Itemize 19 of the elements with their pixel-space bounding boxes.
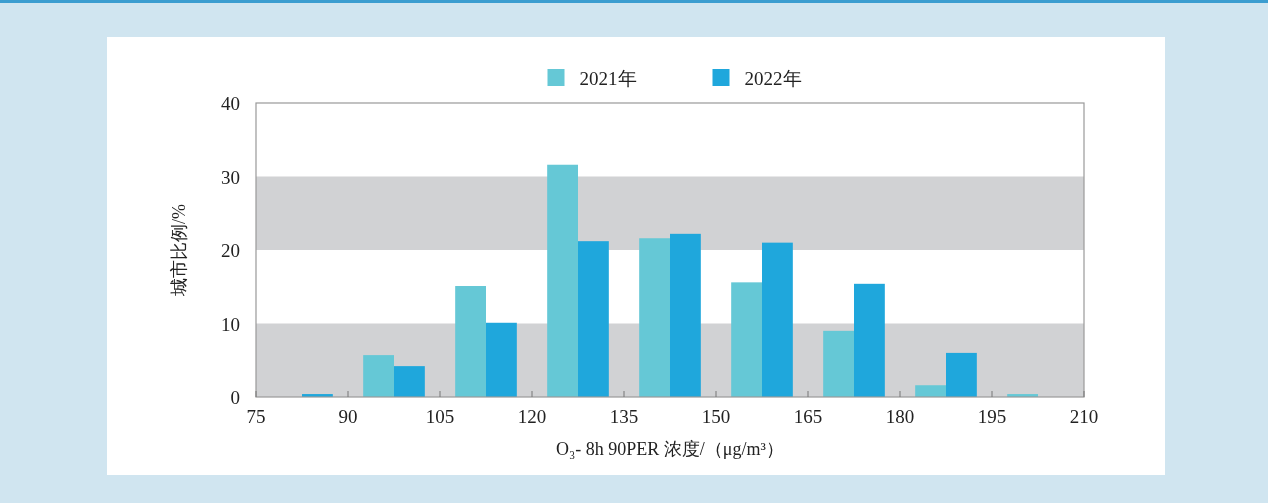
y-tick-label: 20 (221, 240, 240, 261)
x-tick-label: 120 (517, 406, 547, 427)
y-axis-title: 城市比例/% (169, 204, 189, 297)
x-axis-title: O₃- 8h 90PER 浓度/（μg/m³） (556, 439, 784, 459)
x-tick-label: 195 (977, 406, 1007, 427)
x-tick-label: 180 (885, 406, 915, 427)
y-tick-label: 10 (221, 313, 240, 335)
y-tick-label: 30 (221, 166, 240, 188)
x-tick-label: 165 (793, 406, 823, 427)
x-tick-label: 210 (1069, 406, 1099, 427)
y-tick-label: 40 (221, 93, 240, 114)
legend-label: 2022年 (744, 68, 802, 89)
x-tick-label: 135 (609, 406, 639, 427)
x-tick-label: 90 (338, 406, 358, 427)
x-tick-label: 150 (701, 406, 731, 427)
legend-label: 2021年 (579, 68, 637, 89)
y-tick-label: 0 (230, 387, 240, 408)
x-tick-label: 75 (246, 406, 266, 427)
x-tick-label: 105 (425, 406, 455, 427)
